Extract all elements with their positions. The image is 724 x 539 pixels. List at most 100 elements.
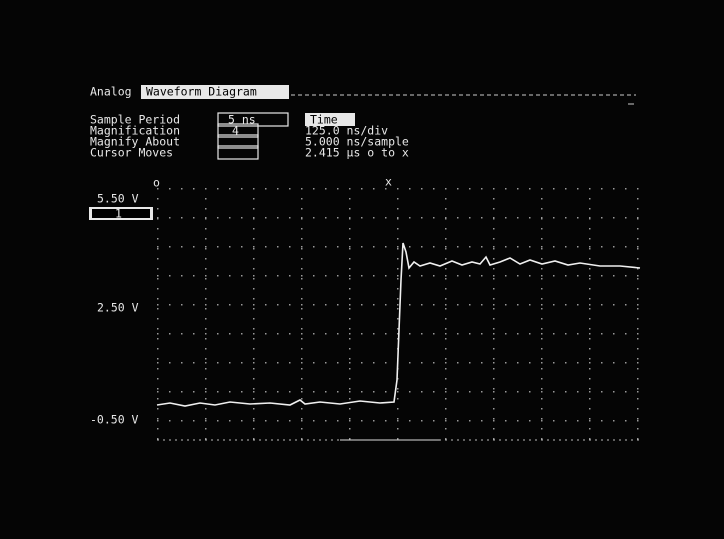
grid-dot <box>157 228 159 230</box>
grid-dot <box>565 246 567 248</box>
top-voltage: 5.50 V <box>97 192 139 206</box>
grid-dot <box>301 258 303 260</box>
grid-dot <box>445 338 447 340</box>
grid-dot <box>421 391 423 393</box>
grid-dot <box>205 258 207 260</box>
grid-dot <box>169 362 171 364</box>
grid-dot <box>157 362 159 364</box>
grid-dot <box>349 308 351 310</box>
grid-dot <box>457 188 459 190</box>
grid-dot <box>301 338 303 340</box>
grid-dot <box>205 333 207 335</box>
grid-dot <box>625 304 627 306</box>
grid-dot <box>541 438 543 440</box>
grid-dot <box>205 338 207 340</box>
grid-dot <box>229 275 231 277</box>
grid-dot <box>397 318 399 320</box>
channel-label[interactable]: 1 <box>115 207 122 221</box>
grid-dot <box>589 328 591 330</box>
grid-dot <box>337 246 339 248</box>
grid-dot <box>577 188 579 190</box>
grid-dot <box>301 398 303 400</box>
grid-dot <box>157 275 159 277</box>
grid-dot <box>301 188 303 190</box>
grid-dot <box>349 275 351 277</box>
grid-dot <box>361 304 363 306</box>
grid-dot <box>505 304 507 306</box>
grid-dot <box>337 188 339 190</box>
grid-dot <box>301 428 303 430</box>
grid-dot <box>289 362 291 364</box>
grid-dot <box>301 298 303 300</box>
grid-dot <box>589 333 591 335</box>
grid-dot <box>301 391 303 393</box>
grid-dot <box>205 328 207 330</box>
grid-dot <box>589 258 591 260</box>
grid-dot <box>457 420 459 422</box>
grid-dot <box>205 378 207 380</box>
grid-dot <box>361 246 363 248</box>
grid-dot <box>445 246 447 248</box>
grid-dot <box>517 362 519 364</box>
grid-dot <box>169 217 171 219</box>
grid-dot <box>157 428 159 430</box>
grid-dot <box>265 275 267 277</box>
grid-dot <box>433 333 435 335</box>
grid-dot <box>253 308 255 310</box>
grid-dot <box>541 348 543 350</box>
grid-dot <box>589 398 591 400</box>
grid-dot <box>277 275 279 277</box>
grid-dot <box>445 268 447 270</box>
grid-dot <box>217 275 219 277</box>
grid-dot <box>505 391 507 393</box>
grid-dot <box>205 298 207 300</box>
grid-dot <box>601 304 603 306</box>
grid-dot <box>217 246 219 248</box>
grid-dot <box>277 246 279 248</box>
grid-dot <box>637 338 639 340</box>
grid-dot <box>205 288 207 290</box>
grid-dot <box>493 268 495 270</box>
grid-dot <box>565 333 567 335</box>
grid-dot <box>493 368 495 370</box>
grid-dot <box>253 304 255 306</box>
grid-dot <box>589 238 591 240</box>
grid-dot <box>493 298 495 300</box>
grid-dot <box>253 318 255 320</box>
grid-dot <box>445 258 447 260</box>
grid-dot <box>625 333 627 335</box>
grid-dot <box>157 338 159 340</box>
grid-dot <box>205 304 207 306</box>
grid-dot <box>373 246 375 248</box>
grid-dot <box>349 388 351 390</box>
menu-label[interactable]: Waveform Diagram <box>146 85 257 99</box>
grid-dot <box>301 198 303 200</box>
grid-dot <box>577 246 579 248</box>
grid-dot <box>637 428 639 430</box>
grid-dot <box>613 275 615 277</box>
grid-dot <box>637 388 639 390</box>
grid-dot <box>469 304 471 306</box>
grid-dot <box>157 278 159 280</box>
grid-dot <box>253 428 255 430</box>
grid-dot <box>181 362 183 364</box>
grid-dot <box>253 298 255 300</box>
grid-dot <box>265 420 267 422</box>
grid-dot <box>301 418 303 420</box>
grid-dot <box>397 298 399 300</box>
grid-dot <box>589 318 591 320</box>
grid-dot <box>445 288 447 290</box>
grid-dot <box>637 438 639 440</box>
grid-dot <box>385 246 387 248</box>
grid-dot <box>493 391 495 393</box>
grid-dot <box>529 391 531 393</box>
grid-dot <box>241 188 243 190</box>
grid-dot <box>385 275 387 277</box>
grid-dot <box>421 420 423 422</box>
grid-dot <box>577 420 579 422</box>
grid-dot <box>493 248 495 250</box>
grid-dot <box>301 246 303 248</box>
grid-dot <box>517 391 519 393</box>
grid-dot <box>349 408 351 410</box>
grid-dot <box>349 428 351 430</box>
